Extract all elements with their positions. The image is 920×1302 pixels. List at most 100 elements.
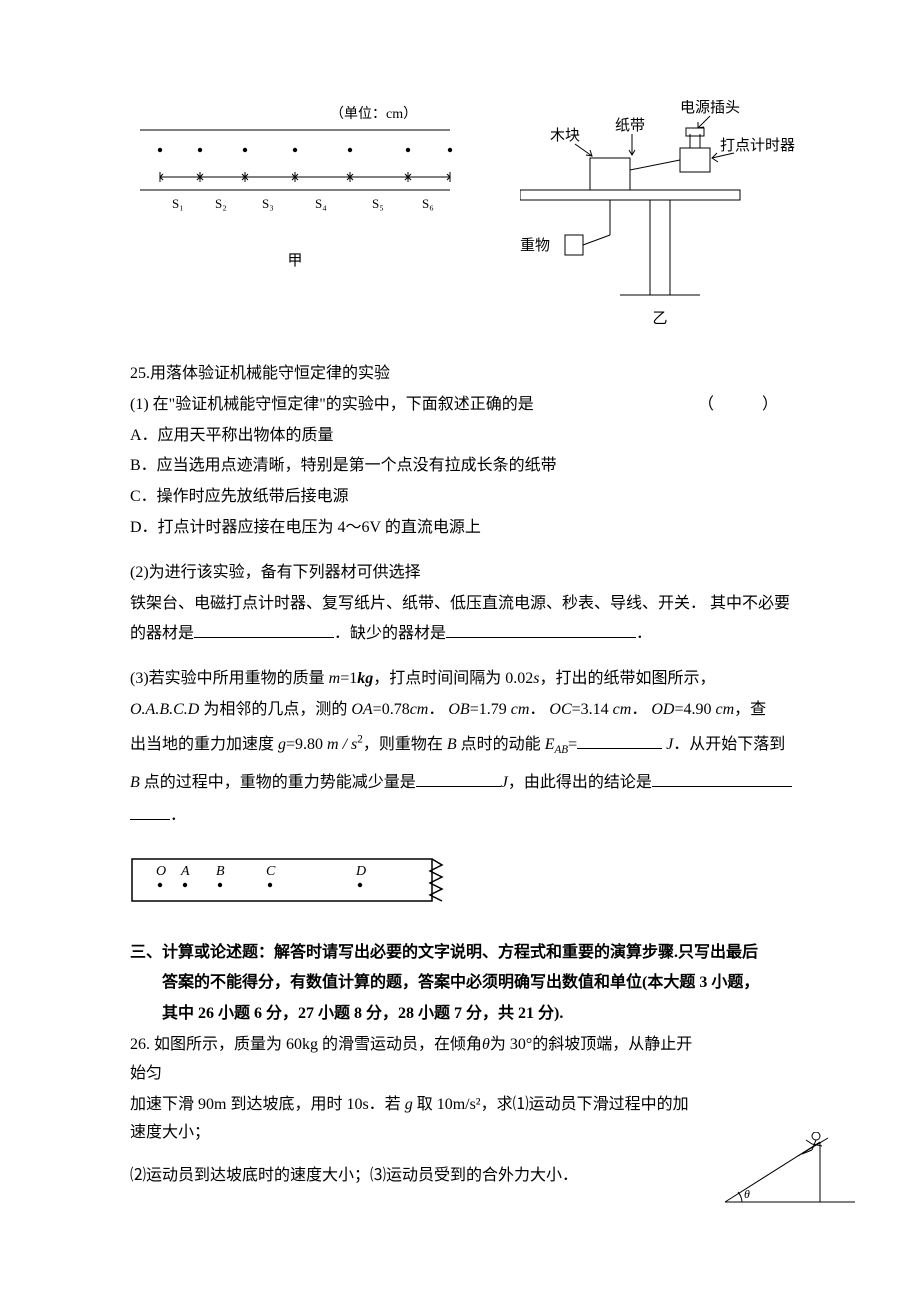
q25-l5: ． <box>170 807 186 824</box>
q25-cm4: cm <box>715 701 734 718</box>
seg-s6: S₆ <box>422 196 434 211</box>
q25-E: E <box>545 736 555 753</box>
figure-row: （单位：cm） <box>130 100 800 330</box>
tape-A: A <box>180 864 190 879</box>
q25-optD: D．打点计时器应接在电压为 4～6V 的直流电源上 <box>130 514 800 543</box>
apparatus-svg: 木块 纸带 电源插头 打点计时器 重物 <box>520 100 800 310</box>
sec3-l1: 三、计算或论述题：解答时请写出必要的文字说明、方程式和重要的演算步骤.只写出最后 <box>130 939 800 968</box>
blank-3 <box>577 733 662 749</box>
caption-jia: 甲 <box>130 248 460 275</box>
q25-OCv: =3.14 <box>572 701 613 718</box>
page: （单位：cm） <box>0 0 920 1302</box>
q25-l1after: ，打点时间间隔为 0.02 <box>373 670 533 687</box>
blank-5 <box>652 771 792 787</box>
unit-label: （单位：cm） <box>330 106 417 122</box>
seg-s3: S₃ <box>262 196 274 211</box>
lbl-plug: 电源插头 <box>680 100 740 116</box>
q25-l3d: ．从开始下落到 <box>673 736 785 753</box>
q25-p2-body2: 的器材是 ．缺少的器材是 ． <box>130 620 800 649</box>
q25-optA: A．应用天平称出物体的质量 <box>130 422 800 451</box>
sec3-l2: 答案的不能得分，有数值计算的题，答案中必须明确写出数值和单位(本大题 3 小题， <box>130 969 800 998</box>
question-26: 26. 如图所示，质量为 60kg 的滑雪运动员，在倾角θ为 30°的斜坡顶端，… <box>130 1031 800 1191</box>
q25-ms: m / s <box>327 736 357 753</box>
section-3-header: 三、计算或论述题：解答时请写出必要的文字说明、方程式和重要的演算步骤.只写出最后… <box>130 939 800 1029</box>
q25-p1-lead-text: (1) 在"验证机械能守恒定律"的实验中，下面叙述正确的是 <box>130 396 534 413</box>
q25-B: B <box>447 736 457 753</box>
figure-jia: （单位：cm） <box>130 100 460 275</box>
q25-title-text: 用落体验证机械能守恒定律的实验 <box>150 365 390 382</box>
q25-p3-l4: B 点的过程中，重物的重力势能减少量是 J，由此得出的结论是 <box>130 765 800 800</box>
q25-gv: =9.80 <box>286 736 327 753</box>
lbl-tape: 纸带 <box>615 117 645 134</box>
q25-eq: = <box>568 736 577 753</box>
q25-J2: J <box>501 774 508 791</box>
q25-oabcd: O.A.B.C.D <box>130 701 199 718</box>
q25-OBv: =1.79 <box>470 701 511 718</box>
q26-g: g <box>405 1096 413 1113</box>
q26-l1: 26. 如图所示，质量为 60kg 的滑雪运动员，在倾角θ为 30°的斜坡顶端，… <box>130 1031 700 1089</box>
seg-s1: S₁ <box>172 196 184 211</box>
tape-O: O <box>156 864 166 879</box>
q25-l2b: 为相邻的几点，测的 <box>199 701 351 718</box>
tape-jia-svg: （单位：cm） <box>130 100 460 240</box>
q25-p3-l1: (3)若实验中所用重物的质量 m=1kg，打点时间间隔为 0.02s，打出的纸带… <box>130 665 800 694</box>
q25-cm1: cm <box>410 701 429 718</box>
seg-s5: S₅ <box>372 196 384 211</box>
lbl-block: 木块 <box>550 127 580 144</box>
q25-p1-paren: （ ） <box>698 391 800 420</box>
q25-ABsub: AB <box>554 744 568 756</box>
q25-l4b: 点的过程中，重物的重力势能减少量是 <box>140 774 416 791</box>
q25-OB: OB <box>448 701 469 718</box>
q26-num: 26. <box>130 1036 150 1053</box>
q25-optC: C．操作时应先放纸带后接电源 <box>130 483 800 512</box>
q25-p3-l5: ． <box>130 802 800 831</box>
q25-p2-lead: (2)为进行该实验，备有下列器材可供选择 <box>130 559 800 588</box>
q25-l3a: 出当地的重力加速度 <box>130 736 278 753</box>
blank-4 <box>416 771 501 787</box>
q25-cm2: cm <box>511 701 530 718</box>
q25-meq: =1 <box>340 670 357 687</box>
q25-OAv: =0.78 <box>373 701 410 718</box>
tape-D: D <box>355 864 366 879</box>
q25-num: 25. <box>130 365 150 382</box>
lbl-weight: 重物 <box>520 237 550 254</box>
q25-OD: OD <box>651 701 674 718</box>
q26-l2a: 加速下滑 90m 到达坡底，用时 10s．若 <box>130 1096 405 1113</box>
seg-s4: S₄ <box>315 196 327 211</box>
q25-g: g <box>278 736 286 753</box>
q25-p2-d: ． <box>636 625 652 642</box>
tape-B: B <box>216 864 225 879</box>
q25-p2-b: 的器材是 <box>130 625 194 642</box>
q25-kg: kg <box>357 670 373 687</box>
q25-optB: B．应当选用点迹清晰，特别是第一个点没有拉成长条的纸带 <box>130 452 800 481</box>
q25-l3b: ，则重物在 <box>363 736 447 753</box>
q25-p2-a: 铁架台、电磁打点计时器、复写纸片、纸带、低压直流电源、秒表、导线、开关． 其中不… <box>130 595 790 612</box>
seg-s2: S₂ <box>215 196 227 211</box>
q25-l3c: 点时的动能 <box>457 736 545 753</box>
q25-p2-body: 铁架台、电磁打点计时器、复写纸片、纸带、低压直流电源、秒表、导线、开关． 其中不… <box>130 590 800 619</box>
q25-m: m <box>329 670 341 687</box>
tape-figure: O A B C D <box>130 849 800 909</box>
blank-1 <box>194 622 334 638</box>
q25-p2-c: ．缺少的器材是 <box>334 625 446 642</box>
q26-l1a: 如图所示，质量为 60kg 的滑雪运动员，在倾角 <box>150 1036 482 1053</box>
figure-yi: 木块 纸带 电源插头 打点计时器 重物 <box>520 100 800 333</box>
sec3-l3: 其中 26 小题 6 分，27 小题 8 分，28 小题 7 分，共 21 分)… <box>130 1000 800 1029</box>
q25-p1-lead: (1) 在"验证机械能守恒定律"的实验中，下面叙述正确的是 （ ） <box>130 391 800 420</box>
q25-l1end: ，打出的纸带如图所示， <box>540 670 716 687</box>
q25-p3-l1a: (3)若实验中所用重物的质量 <box>130 670 329 687</box>
q25-B2: B <box>130 774 140 791</box>
q25-title: 25.用落体验证机械能守恒定律的实验 <box>130 360 800 389</box>
q25-OC: OC <box>549 701 571 718</box>
ski-svg: θ <box>720 1132 860 1212</box>
blank-2 <box>446 622 636 638</box>
ski-figure: θ <box>720 1132 860 1212</box>
lbl-timer: 打点计时器 <box>720 137 795 154</box>
q25-cm3: cm <box>613 701 632 718</box>
q26-l3: ⑵运动员到达坡底时的速度大小；⑶运动员受到的合外力大小． <box>130 1162 700 1191</box>
q25-p3-l3: 出当地的重力加速度 g=9.80 m / s2，则重物在 B 点时的动能 EAB… <box>130 727 800 763</box>
q25-l4c: ，由此得出的结论是 <box>508 774 652 791</box>
tape-svg: O A B C D <box>130 849 450 909</box>
q25-OA: OA <box>351 701 372 718</box>
blank-6 <box>130 804 170 820</box>
